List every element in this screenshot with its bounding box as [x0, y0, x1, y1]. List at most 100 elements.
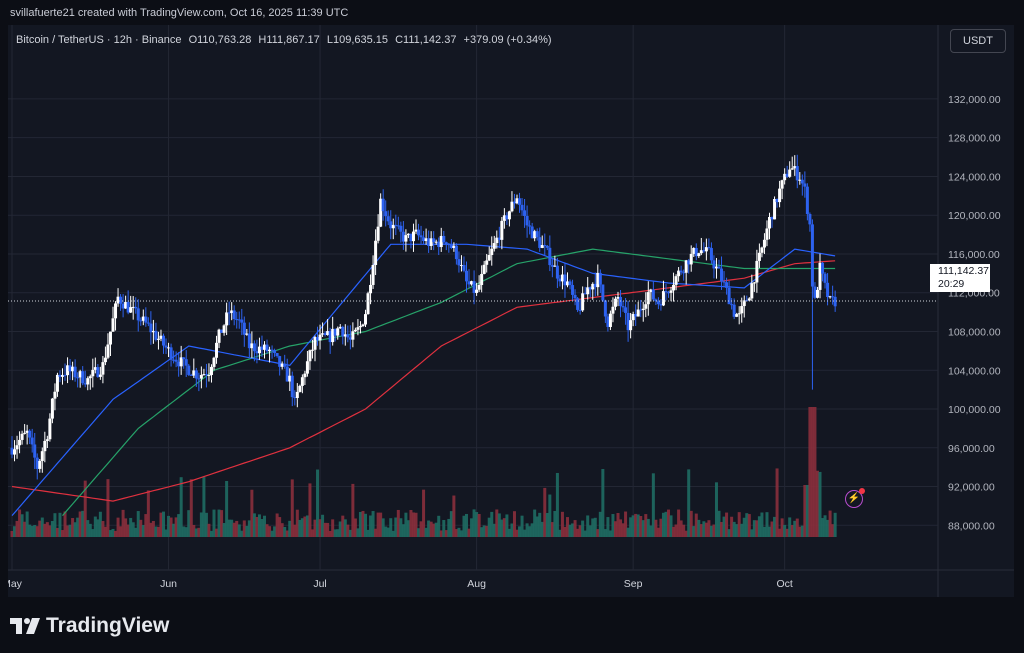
- candle-body: [172, 359, 176, 361]
- volume-bar: [598, 511, 602, 537]
- volume-bar: [765, 512, 769, 537]
- ma-mid-line: [62, 248, 836, 516]
- volume-bar: [434, 522, 438, 537]
- candle-body: [384, 211, 388, 217]
- candle-body: [338, 326, 342, 329]
- volume-bar: [25, 511, 29, 537]
- candle-body: [300, 377, 304, 386]
- candle-body: [189, 374, 193, 376]
- volume-bar: [689, 510, 693, 537]
- symbol-name[interactable]: Bitcoin / TetherUS · 12h · Binance: [16, 34, 182, 46]
- price-tick-label: 96,000.00: [948, 443, 995, 455]
- symbol-legend[interactable]: Bitcoin / TetherUS · 12h · Binance O110,…: [16, 34, 556, 46]
- chart-panel[interactable]: 132,000.00 128,000.00 124,000.00 120,000.00…: [8, 25, 1014, 597]
- candle-body: [288, 375, 292, 382]
- volume-bar: [563, 526, 567, 537]
- candle-body: [427, 238, 431, 246]
- volume-bar: [629, 517, 633, 537]
- volume-bar: [454, 529, 458, 537]
- candle-body: [96, 367, 100, 377]
- volume-bar: [624, 511, 628, 537]
- candle-body: [63, 374, 67, 376]
- candle-body: [217, 329, 221, 343]
- candle-body: [457, 259, 461, 266]
- candle-body: [697, 253, 701, 257]
- candle-body: [752, 282, 756, 284]
- candle-body: [606, 316, 610, 327]
- candle-body: [167, 347, 171, 349]
- volume-bar: [204, 512, 208, 537]
- lightning-alert-icon[interactable]: ⚡: [845, 488, 865, 508]
- volume-bar: [417, 528, 421, 537]
- candle-body: [111, 318, 115, 332]
- candle-body: [265, 344, 269, 352]
- volume-bar: [20, 514, 24, 537]
- price-tick-label: 104,000.00: [948, 365, 1001, 377]
- volume-bar: [803, 485, 807, 537]
- candle-body: [81, 371, 85, 384]
- tradingview-logo-icon: [10, 618, 40, 634]
- candle-body: [507, 211, 511, 220]
- volume-bar: [331, 519, 335, 537]
- volume-bar: [833, 512, 837, 537]
- candle-body: [651, 289, 655, 300]
- candle-body: [129, 307, 133, 313]
- candle-body: [351, 331, 355, 340]
- volume-bar: [404, 512, 408, 537]
- candle-body: [823, 273, 827, 283]
- volume-bar: [278, 517, 282, 537]
- candle-body: [283, 363, 287, 367]
- candle-body: [434, 241, 438, 243]
- volume-bar: [656, 527, 660, 537]
- candle-body: [106, 344, 110, 358]
- price-chart[interactable]: 132,000.00 128,000.00 124,000.00 120,000.00…: [8, 25, 1014, 597]
- candle-body: [487, 254, 491, 261]
- volume-bar: [391, 530, 395, 537]
- currency-button[interactable]: USDT: [950, 29, 1006, 53]
- ma-slow-line: [11, 260, 836, 502]
- candle-body: [437, 241, 441, 248]
- candle-body: [114, 303, 118, 319]
- volume-bar: [571, 523, 575, 537]
- candle-body: [247, 333, 251, 349]
- price-tick-label: 88,000.00: [948, 520, 995, 532]
- volume-bar: [96, 519, 100, 537]
- candle-body: [139, 320, 143, 322]
- candle-body: [568, 281, 572, 286]
- volume-bar: [116, 517, 120, 537]
- candle-body: [162, 335, 165, 346]
- volume-bar: [626, 527, 630, 537]
- volume-bar: [83, 480, 87, 537]
- candle-body: [215, 342, 219, 358]
- volume-bar: [61, 530, 64, 537]
- candle-body: [43, 440, 47, 452]
- candle-body: [184, 359, 188, 366]
- volume-bar: [482, 525, 486, 537]
- volume-bar: [98, 511, 102, 537]
- volume-bar: [189, 479, 193, 537]
- volume-bar: [467, 528, 471, 537]
- volume-bar: [661, 512, 665, 537]
- volume-bar: [712, 524, 716, 537]
- volume-bar: [631, 515, 635, 537]
- time-tick-label: Jun: [160, 578, 177, 590]
- volume-bar: [720, 521, 724, 537]
- volume-bar: [414, 512, 418, 537]
- time-axis: May Jun Jul Aug Sep Oct: [8, 578, 793, 590]
- volume-bar: [240, 530, 244, 537]
- volume-bar: [252, 513, 256, 537]
- candle-body: [714, 266, 718, 269]
- candle-body: [730, 304, 734, 306]
- volume-bar: [798, 526, 802, 537]
- volume-bar: [459, 530, 463, 537]
- volume-bar: [182, 526, 186, 537]
- volume-bar: [220, 510, 224, 537]
- candle-body: [141, 316, 145, 321]
- candle-body: [25, 430, 29, 433]
- volume-bar: [409, 509, 413, 537]
- volume-bar: [694, 513, 698, 537]
- volume-bar: [419, 521, 423, 537]
- candle-body: [394, 224, 398, 226]
- candle-body: [424, 238, 428, 242]
- volume-bar: [679, 520, 683, 537]
